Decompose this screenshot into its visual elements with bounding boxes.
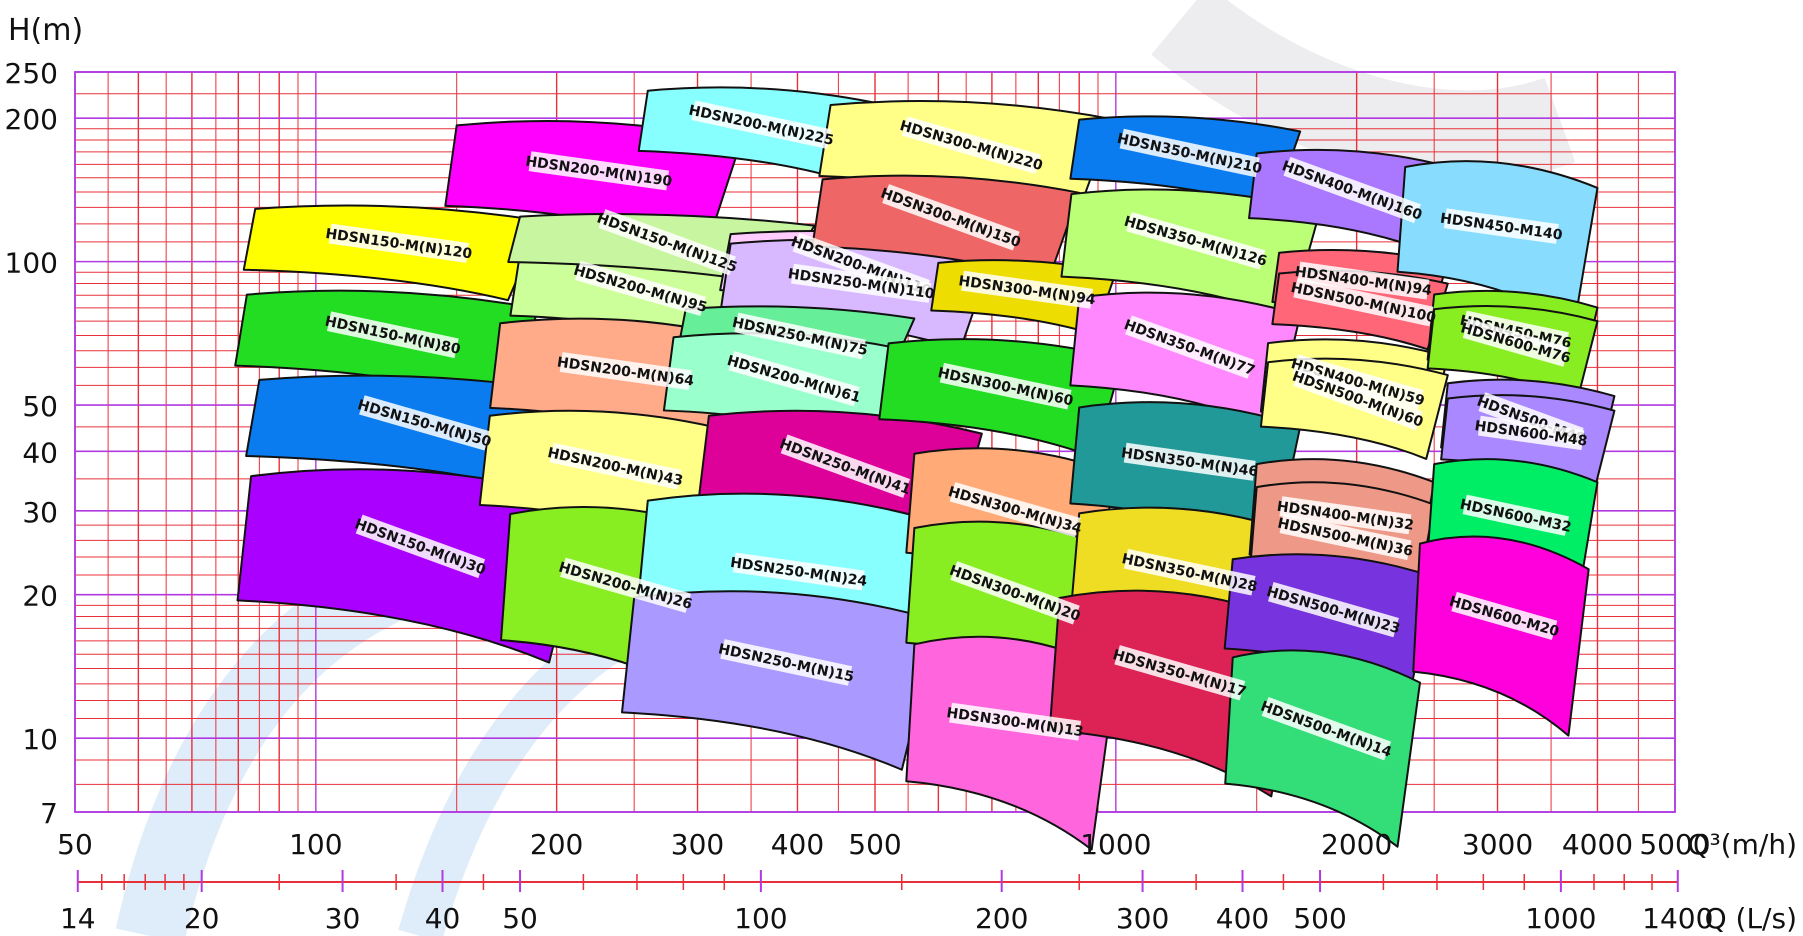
region-label-bg [1279,513,1412,561]
y-tick-label: 250 [5,57,58,90]
x2-tick-label: 1400 [1642,902,1713,935]
x-axis-label: Q³(m/h) [1687,828,1797,861]
x-tick-label: 500 [848,828,901,861]
y-tick-label: 20 [22,580,58,613]
region-label-bg [1261,697,1392,761]
region-label-bg [1292,354,1424,410]
region-label-bg [1462,494,1570,536]
x-tick-label: 400 [771,828,824,861]
y-tick-label: 100 [5,247,58,280]
region-label-bg [1268,582,1399,638]
region-label-bg [355,514,486,579]
x-tick-label: 50 [57,828,93,861]
region-label-bg [559,352,692,391]
y-tick-label: 50 [22,390,58,423]
x2-tick-label: 300 [1116,902,1169,935]
region-label-bg [1119,128,1260,178]
region-label-bg [598,209,736,276]
region-label-bg [1297,261,1430,300]
x2-tick-label: 500 [1293,902,1346,935]
x-tick-label: 3000 [1462,828,1533,861]
region-patch [1412,535,1590,737]
region-label-bg [528,151,670,191]
region-label-bg [1279,496,1412,535]
y-axis-label: H(m) [8,13,83,48]
region-label-bg [901,116,1042,174]
y-tick-label: 40 [22,436,58,469]
region-label-bg [549,442,682,490]
x-tick-label: 5000 [1639,828,1710,861]
region-label-bg [939,362,1072,410]
region-label-bg [949,702,1082,741]
x-tick-label: 100 [289,828,342,861]
region-label-bg [560,557,692,613]
y-tick-label: 10 [22,723,58,756]
region-patch [811,174,1081,282]
region-label-bg [732,552,865,591]
region-label-bg [328,223,470,263]
y-tick-label: 7 [40,797,58,830]
x2-axis-label: Q (L/s) [1705,902,1797,935]
x-tick-label: 1000 [1080,828,1151,861]
region-label-bg [1451,591,1558,640]
region-patch [1396,160,1599,326]
x-tick-label: 200 [530,828,583,861]
region-label-bg [1123,548,1256,596]
x2-tick-label: 30 [325,902,361,935]
region-label-bg [882,184,1020,251]
region-label-bg [728,351,860,407]
region-label-bg [691,100,832,149]
region-label-bg [1125,315,1255,379]
y-tick-label: 30 [22,496,58,529]
plot-frame [74,71,1676,813]
region-label-bg [1126,211,1266,270]
region-label-bg [1462,318,1569,367]
region-label-bg [326,311,459,359]
region-label-bg [359,395,490,451]
y-tick-label: 200 [5,103,58,136]
x2-tick-label: 40 [425,902,461,935]
region-label-bg [791,263,932,303]
region-label-bg [1123,442,1256,481]
region-label-bg [1293,277,1434,327]
region-label-bg [780,434,911,498]
region-patch [242,204,544,302]
x2-tick-label: 400 [1216,902,1269,935]
x2-tick-label: 100 [734,902,787,935]
region-label-bg [1283,156,1421,224]
region-label-bg [961,270,1094,309]
region-label-bg [1293,366,1423,431]
region-label-bg [720,639,853,686]
region-label-bg [575,260,706,316]
region-label-bg [950,561,1080,625]
region-label-bg [1114,645,1246,701]
region-label-bg [1477,415,1585,451]
x2-tick-label: 50 [502,902,538,935]
x2-tick-label: 14 [60,902,96,935]
x-tick-label: 2000 [1321,828,1392,861]
x2-tick-label: 1000 [1525,902,1596,935]
x2-tick-label: 200 [975,902,1028,935]
region-labels: HDSN150-M(N)120HDSN150-M(N)80HDSN150-M(N… [323,100,1588,761]
watermark-swirl-3 [1151,0,1576,181]
region-patch [621,590,940,771]
x2-tick-label: 20 [184,902,220,935]
region-label-bg [949,482,1081,538]
region-label-bg [1443,208,1559,244]
x-tick-label: 300 [671,828,724,861]
x-tick-label: 4000 [1562,828,1633,861]
region-label-bg [734,312,866,360]
